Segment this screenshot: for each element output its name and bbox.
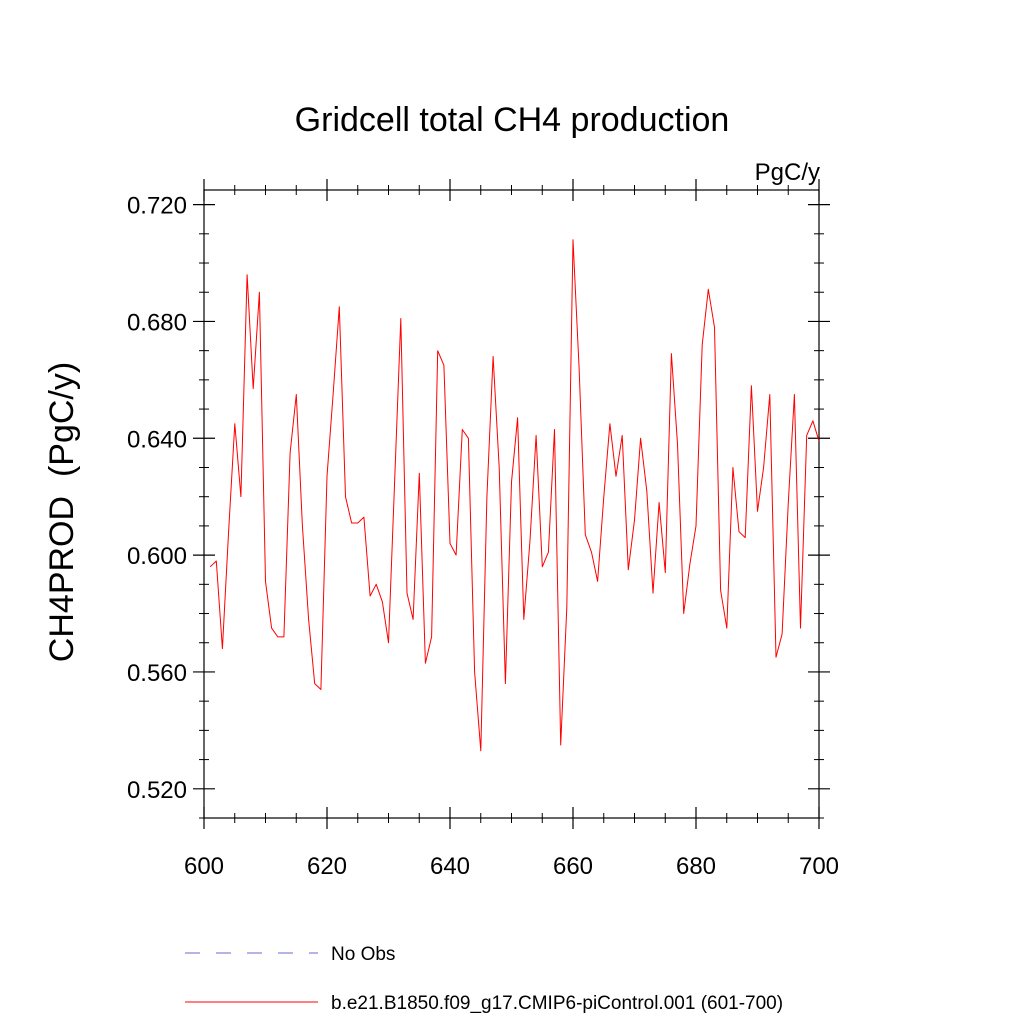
x-axis: 600 620 640 660 680 700 (184, 179, 839, 880)
x-tick-label: 700 (799, 853, 839, 880)
x-tick-label: 640 (430, 853, 470, 880)
y-tick-label: 0.560 (127, 660, 187, 687)
plot-frame (203, 189, 820, 819)
y-tick-label: 0.600 (127, 543, 187, 570)
y-tick-label: 0.520 (127, 777, 187, 804)
series-line (209, 239, 820, 752)
series-layer (209, 239, 820, 752)
units-label: PgC/y (755, 159, 820, 186)
y-axis-label: CH4PROD (PgC/y) (43, 362, 81, 662)
x-tick-label: 620 (307, 853, 347, 880)
y-tick-label: 0.680 (127, 309, 187, 336)
x-tick-label: 680 (676, 853, 716, 880)
legend-label-series: b.e21.B1850.f09_g17.CMIP6-piControl.001 … (331, 993, 783, 1014)
legend: No Obs b.e21.B1850.f09_g17.CMIP6-piContr… (185, 944, 783, 1014)
y-tick-label: 0.640 (127, 426, 187, 453)
chart-title: Gridcell total CH4 production (295, 101, 730, 139)
y-axis: 0.520 0.560 0.600 0.640 0.680 0.720 (127, 193, 830, 819)
legend-label-no-obs: No Obs (331, 944, 395, 965)
x-tick-label: 660 (553, 853, 593, 880)
y-tick-label: 0.720 (127, 193, 187, 220)
x-tick-label: 600 (184, 853, 224, 880)
